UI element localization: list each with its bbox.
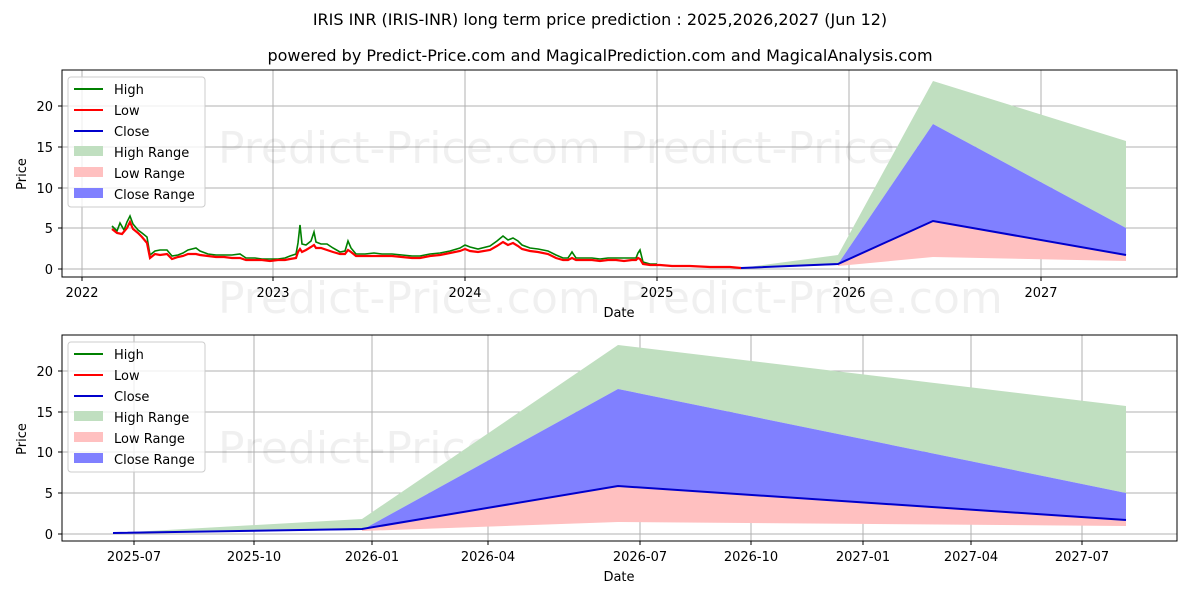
legend-high-label: High (114, 348, 144, 363)
y-tick-label: 15 (36, 141, 53, 156)
x-tick-label: 2022 (65, 286, 98, 301)
y-axis-label: Price (15, 158, 30, 190)
legend-low-label: Low (114, 369, 140, 384)
y-tick-label: 20 (36, 100, 53, 115)
bottom-chart: Predict-Price.com Predict-Price.com 0 5 … (15, 334, 1178, 585)
bottom-legend: High Low Close High Range Low Range Clos… (67, 341, 206, 473)
y-tick-label: 10 (36, 446, 53, 461)
high-range-area (113, 345, 1126, 533)
chart-subtitle: powered by Predict-Price.com and Magical… (267, 46, 933, 65)
legend-close-label: Close (114, 390, 149, 405)
low-line (111, 219, 742, 270)
x-tick-label: 2024 (448, 286, 481, 301)
y-tick-label: 10 (36, 182, 53, 197)
legend-low-range-label: Low Range (114, 167, 185, 182)
x-tick-label: 2023 (256, 286, 289, 301)
legend-high-label: High (114, 83, 144, 98)
legend-low-label: Low (114, 104, 140, 119)
watermark: Predict-Price.com (218, 273, 601, 324)
x-tick-label: 2025-07 (107, 550, 161, 565)
bottom-axes-frame (61, 334, 1178, 542)
legend-high-range-label: High Range (114, 411, 189, 426)
x-axis-label: Date (603, 306, 634, 321)
y-tick-label: 5 (45, 222, 53, 237)
legend-close-range-swatch (74, 453, 103, 463)
x-tick-label: 2027-07 (1055, 550, 1109, 565)
x-tick-label: 2026-01 (345, 550, 399, 565)
legend-low-range-swatch (74, 167, 103, 177)
y-tick-label: 0 (45, 528, 53, 543)
y-axis-label: Price (15, 423, 30, 455)
close-range-area (113, 389, 1126, 533)
top-axes-frame (61, 69, 1178, 278)
close-line (112, 484, 1127, 534)
x-tick-label: 2027-04 (944, 550, 998, 565)
y-tick-label: 0 (45, 263, 53, 278)
legend-low-range-swatch (74, 432, 103, 442)
high-range-area (741, 81, 1126, 268)
x-tick-label: 2025 (640, 286, 673, 301)
x-tick-label: 2027 (1024, 286, 1057, 301)
legend-close-label: Close (114, 125, 149, 140)
top-x-axis: 2022 2023 2024 2025 2026 2027 Date (65, 277, 1058, 321)
y-tick-label: 5 (45, 487, 53, 502)
legend-close-range-label: Close Range (114, 188, 195, 203)
close-range-area (741, 124, 1126, 268)
legend-high-range-swatch (74, 411, 103, 421)
legend-high-range-swatch (74, 146, 103, 156)
x-tick-label: 2026-04 (461, 550, 515, 565)
legend-low-range-label: Low Range (114, 432, 185, 447)
top-y-axis: 0 5 10 15 20 Price (15, 100, 62, 278)
legend-close-range-label: Close Range (114, 453, 195, 468)
x-tick-label: 2027-01 (836, 550, 890, 565)
close-line (740, 219, 1127, 269)
legend-close-range-swatch (74, 188, 103, 198)
bottom-x-axis: 2025-07 2025-10 2026-01 2026-04 2026-07 … (107, 541, 1109, 585)
y-tick-label: 20 (36, 365, 53, 380)
x-tick-label: 2025-10 (227, 550, 281, 565)
high-line (111, 214, 657, 265)
x-tick-label: 2026-07 (613, 550, 667, 565)
chart-title: IRIS INR (IRIS-INR) long term price pred… (312, 10, 888, 29)
watermark: Predict-Price.com (620, 273, 1003, 324)
watermark: Predict-Price.com (218, 123, 601, 174)
legend-high-range-label: High Range (114, 146, 189, 161)
x-axis-label: Date (603, 570, 634, 585)
x-tick-label: 2026-10 (724, 550, 778, 565)
top-legend: High Low Close High Range Low Range Clos… (67, 76, 206, 208)
top-chart: Predict-Price.com Predict-Price.com Pred… (15, 69, 1178, 324)
bottom-y-axis: 0 5 10 15 20 Price (15, 365, 62, 543)
y-tick-label: 15 (36, 406, 53, 421)
x-tick-label: 2026 (832, 286, 865, 301)
